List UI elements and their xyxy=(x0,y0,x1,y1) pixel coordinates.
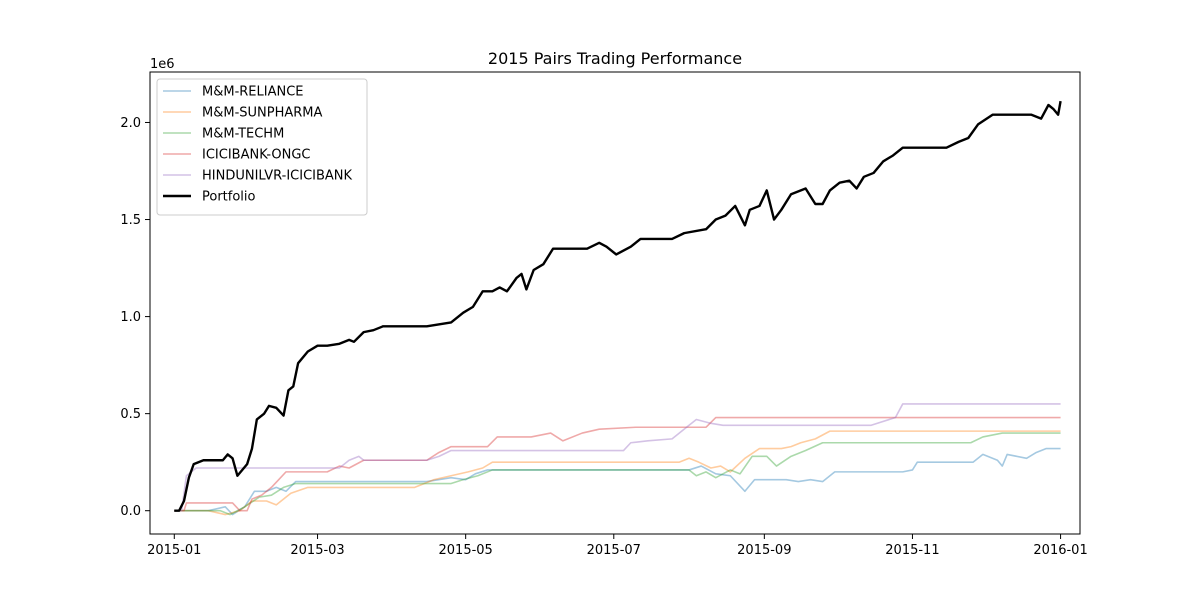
x-tick-label: 2015-01 xyxy=(147,543,201,558)
legend-label-icicibank-ongc: ICICIBANK-ONGC xyxy=(202,148,311,163)
y-offset-label: 1e6 xyxy=(150,57,175,72)
series-line-m-m-sunpharma xyxy=(174,430,1061,516)
legend-label-portfolio: Portfolio xyxy=(202,190,256,205)
chart-title: 2015 Pairs Trading Performance xyxy=(488,49,742,68)
legend-box xyxy=(156,78,368,216)
y-tick-label: 0.0 xyxy=(120,504,141,519)
series-line-m-m-techm xyxy=(174,432,1061,516)
x-tick-label: 2015-09 xyxy=(737,543,791,558)
y-tick-label: 1.0 xyxy=(120,310,141,325)
y-axis: 0.0 0.5 1.0 1.5 2.0 xyxy=(120,116,150,519)
legend-label-m-m-techm: M&M-TECHM xyxy=(202,127,284,142)
series-line-m-m-reliance xyxy=(174,447,1061,516)
legend-label-m-m-sunpharma: M&M-SUNPHARMA xyxy=(202,106,323,121)
x-tick-label: 2015-11 xyxy=(885,543,939,558)
series-line-portfolio xyxy=(174,100,1062,512)
x-tick-label: 2015-03 xyxy=(290,543,344,558)
axes-frame xyxy=(149,71,1081,535)
y-tick-label: 0.5 xyxy=(120,407,141,422)
y-tick-label: 2.0 xyxy=(120,116,141,131)
series-line-hindunilvr-icicibank xyxy=(174,403,1061,512)
series-line-icicibank-ongc xyxy=(174,416,1061,512)
x-tick-label: 2016-01 xyxy=(1033,543,1087,558)
x-tick-label: 2015-07 xyxy=(587,543,641,558)
legend: M&M-RELIANCE M&M-SUNPHARMA M&M-TECHM ICICIB… xyxy=(156,78,368,216)
y-tick-label: 1.5 xyxy=(120,213,141,228)
legend-label-m-m-reliance: M&M-RELIANCE xyxy=(202,85,304,100)
legend-label-hindunilvr-icicibank: HINDUNILVR-ICICIBANK xyxy=(202,169,353,184)
x-axis: 2015-01 2015-03 2015-05 2015-07 2015-09 2015-… xyxy=(147,534,1088,558)
plot-area xyxy=(174,100,1062,516)
x-tick-label: 2015-05 xyxy=(439,543,493,558)
